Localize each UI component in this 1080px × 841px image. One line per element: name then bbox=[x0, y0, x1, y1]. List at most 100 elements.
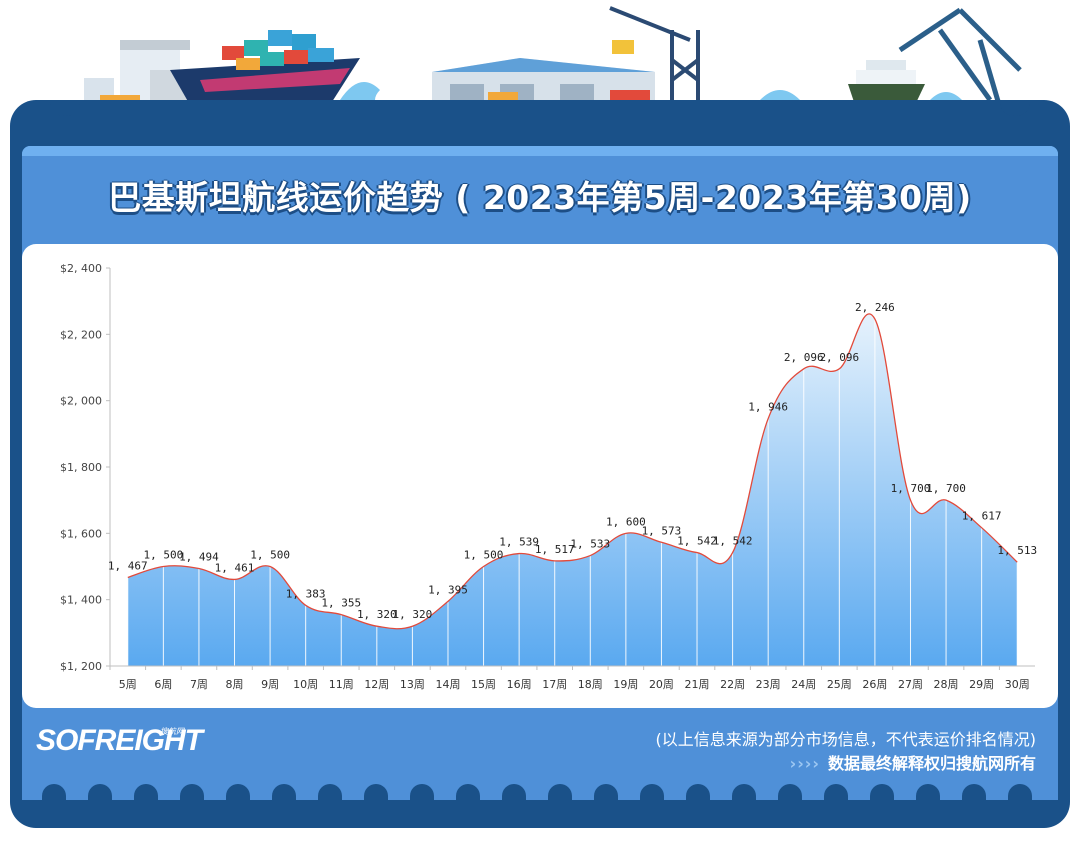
data-label: 1, 600 bbox=[606, 515, 646, 528]
rights-note-text: 数据最终解释权归搜航网所有 bbox=[827, 754, 1036, 773]
bottom-scallop bbox=[1008, 784, 1032, 804]
x-tick-label: 22周 bbox=[720, 678, 745, 691]
bottom-scallop bbox=[226, 784, 250, 804]
data-label: 1, 500 bbox=[250, 549, 290, 562]
data-label: 1, 500 bbox=[143, 549, 183, 562]
data-label: 1, 355 bbox=[321, 597, 361, 610]
x-tick-label: 30周 bbox=[1005, 678, 1030, 691]
x-tick-label: 10周 bbox=[293, 678, 318, 691]
rights-note: ›››› 数据最终解释权归搜航网所有 bbox=[790, 750, 1036, 774]
sofreight-logo: SOFREIGHT bbox=[36, 724, 203, 757]
data-label: 1, 320 bbox=[357, 608, 397, 621]
x-tick-label: 5周 bbox=[119, 678, 137, 691]
data-label: 1, 617 bbox=[962, 510, 1002, 523]
bottom-scallop bbox=[686, 784, 710, 804]
inner-stripe bbox=[22, 146, 1058, 156]
data-label: 1, 467 bbox=[108, 559, 148, 572]
x-tick-label: 26周 bbox=[862, 678, 887, 691]
data-label: 1, 542 bbox=[713, 535, 753, 548]
x-tick-label: 25周 bbox=[827, 678, 852, 691]
data-label: 1, 700 bbox=[926, 482, 966, 495]
frame-notch bbox=[50, 100, 80, 116]
data-label: 2, 246 bbox=[855, 301, 895, 314]
data-label: 1, 513 bbox=[997, 544, 1037, 557]
bottom-scallop bbox=[870, 784, 894, 804]
chart-title: 巴基斯坦航线运价趋势 ( 2023年第5周-2023年第30周) bbox=[108, 178, 972, 217]
data-label: 1, 946 bbox=[748, 401, 788, 414]
data-label: 1, 517 bbox=[535, 543, 575, 556]
warehouse-illustration bbox=[432, 58, 655, 104]
data-label: 1, 461 bbox=[215, 561, 255, 574]
frame-notch bbox=[1000, 100, 1030, 116]
series-line bbox=[127, 313, 1018, 630]
x-tick-label: 23周 bbox=[756, 678, 781, 691]
gantry-crane-illustration bbox=[898, 7, 1022, 109]
bottom-scallop bbox=[180, 784, 204, 804]
crane-illustration bbox=[609, 6, 700, 108]
x-tick-label: 21周 bbox=[685, 678, 710, 691]
x-tick-label: 29周 bbox=[969, 678, 994, 691]
x-tick-label: 13周 bbox=[400, 678, 425, 691]
bottom-scallop bbox=[272, 784, 296, 804]
bottom-scallop bbox=[732, 784, 756, 804]
x-tick-label: 14周 bbox=[435, 678, 460, 691]
x-tick-label: 20周 bbox=[649, 678, 674, 691]
data-label: 1, 395 bbox=[428, 583, 468, 596]
bottom-scallop bbox=[962, 784, 986, 804]
bottom-scallop bbox=[134, 784, 158, 804]
bottom-scallop bbox=[318, 784, 342, 804]
data-label: 1, 700 bbox=[891, 482, 931, 495]
x-tick-label: 11周 bbox=[329, 678, 354, 691]
data-label: 1, 573 bbox=[642, 524, 682, 537]
x-tick-label: 18周 bbox=[578, 678, 603, 691]
x-tick-label: 19周 bbox=[613, 678, 638, 691]
container-ship-illustration bbox=[170, 30, 380, 110]
bottom-scallop bbox=[502, 784, 526, 804]
source-note: (以上信息来源为部分市场信息，不代表运价排名情况) bbox=[655, 730, 1037, 749]
data-label: 1, 320 bbox=[393, 608, 433, 621]
x-tick-label: 24周 bbox=[791, 678, 816, 691]
bottom-scallop bbox=[824, 784, 848, 804]
bottom-bar bbox=[22, 800, 1058, 814]
x-tick-label: 12周 bbox=[364, 678, 389, 691]
data-label: 2, 096 bbox=[784, 351, 824, 364]
data-label: 1, 533 bbox=[570, 538, 610, 551]
data-label: 1, 494 bbox=[179, 550, 219, 563]
bottom-scallop bbox=[548, 784, 572, 804]
y-tick-label: $1, 400 bbox=[60, 594, 102, 607]
y-tick-label: $2, 400 bbox=[60, 262, 102, 275]
data-label: 1, 539 bbox=[499, 536, 539, 549]
y-tick-label: $2, 200 bbox=[60, 328, 102, 341]
x-tick-label: 27周 bbox=[898, 678, 923, 691]
bottom-scallop bbox=[916, 784, 940, 804]
y-tick-label: $1, 800 bbox=[60, 461, 102, 474]
x-tick-label: 17周 bbox=[542, 678, 567, 691]
data-label: 1, 500 bbox=[464, 549, 504, 562]
y-tick-label: $1, 600 bbox=[60, 527, 102, 540]
x-tick-label: 7周 bbox=[190, 678, 208, 691]
y-tick-label: $1, 200 bbox=[60, 660, 102, 673]
chevron-right-icon: ›››› bbox=[789, 754, 820, 773]
freight-rate-chart: $1, 200 $1, 400 $1, 600 $1, 800 $2, 000 $2, 2… bbox=[60, 262, 1037, 691]
bottom-scallop bbox=[778, 784, 802, 804]
bottom-scallop bbox=[456, 784, 480, 804]
x-tick-label: 15周 bbox=[471, 678, 496, 691]
data-label: 2, 096 bbox=[819, 351, 859, 364]
x-tick-label: 9周 bbox=[261, 678, 279, 691]
bottom-scallop bbox=[88, 784, 112, 804]
area-fill bbox=[127, 313, 1018, 666]
bottom-scallop bbox=[42, 784, 66, 804]
bottom-scallop bbox=[594, 784, 618, 804]
x-tick-label: 8周 bbox=[226, 678, 244, 691]
cruise-ship-illustration bbox=[760, 60, 962, 105]
x-tick-label: 6周 bbox=[154, 678, 172, 691]
data-label: 1, 383 bbox=[286, 587, 326, 600]
bottom-scallop bbox=[640, 784, 664, 804]
bottom-scallop bbox=[410, 784, 434, 804]
y-tick-label: $2, 000 bbox=[60, 395, 102, 408]
data-label: 1, 542 bbox=[677, 535, 717, 548]
sofreight-logo-sub: 搜航网 bbox=[160, 727, 184, 736]
x-tick-label: 28周 bbox=[934, 678, 959, 691]
x-tick-label: 16周 bbox=[507, 678, 532, 691]
bottom-scallop bbox=[364, 784, 388, 804]
